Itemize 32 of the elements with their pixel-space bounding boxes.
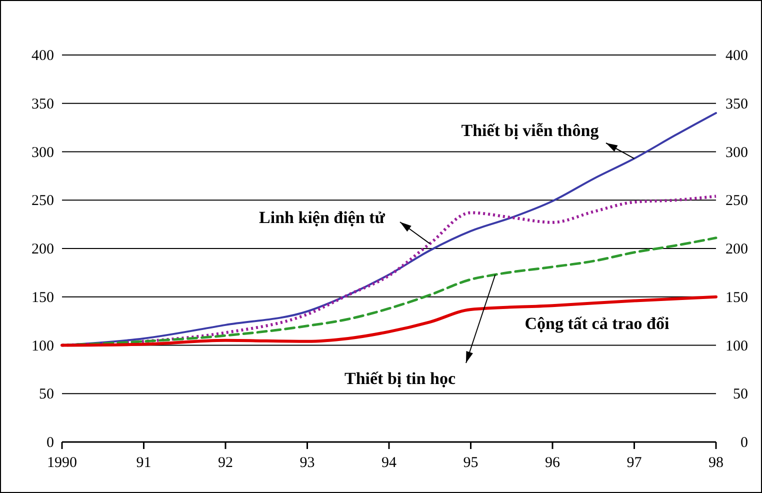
x-tick-label: 1990 xyxy=(47,455,77,471)
x-tick-label: 96 xyxy=(545,455,560,471)
y-tick-label: 300 xyxy=(32,144,54,161)
y-tick-label: 100 xyxy=(32,338,54,354)
y2-tick-label: 250 xyxy=(726,193,748,210)
y2-tick-label: 150 xyxy=(726,290,748,306)
y2-tick-label: 400 xyxy=(726,48,748,64)
y-tick-label: 50 xyxy=(39,386,54,403)
text: Thiết bị tin học xyxy=(344,369,456,388)
text: Linh kiện điện tử xyxy=(259,208,386,227)
y-tick-label: 0 xyxy=(46,435,54,451)
series-label: Thiết bị viễn thông xyxy=(461,121,600,140)
x-tick-label: 94 xyxy=(382,455,397,471)
y2-tick-label: 300 xyxy=(726,144,748,161)
y-tick-label: 350 xyxy=(32,96,54,112)
y2-tick-label: 50 xyxy=(733,386,748,403)
y2-tick-label: 200 xyxy=(726,242,748,258)
y-tick-label: 250 xyxy=(32,193,54,210)
y-tick-label: 150 xyxy=(32,290,54,306)
series-label: Cộng tất cả trao đổi xyxy=(524,314,670,333)
x-tick-label: 91 xyxy=(136,455,152,471)
line-series xyxy=(60,295,718,347)
x-tick-label: 92 xyxy=(218,455,233,471)
x-tick-label: 98 xyxy=(708,455,724,471)
y-tick-label: 400 xyxy=(32,48,54,64)
x-tick-label: 95 xyxy=(463,455,478,471)
y2-tick-label: 0 xyxy=(740,435,748,451)
y2-tick-label: 100 xyxy=(726,338,748,354)
x-tick-label: 97 xyxy=(626,455,642,471)
x-tick-label: 93 xyxy=(300,455,315,471)
y-tick-label: 200 xyxy=(32,242,54,258)
y2-tick-label: 350 xyxy=(726,96,748,112)
